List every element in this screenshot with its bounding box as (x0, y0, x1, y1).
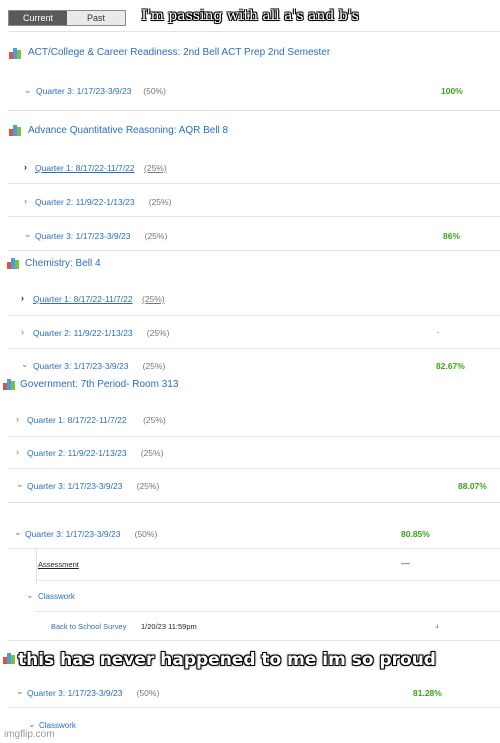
course-blocks-icon (9, 125, 21, 136)
tab-current[interactable]: Current (9, 11, 67, 25)
chevron-right-icon[interactable]: › (24, 162, 27, 172)
grading-period-row[interactable]: Quarter 1: 8/17/22-11/7/22 (25%) (33, 294, 165, 304)
divider (8, 707, 500, 708)
period-grade: 100% (441, 86, 463, 96)
grading-period-row[interactable]: Quarter 3: 1/17/23-3/9/23 (25%) (35, 231, 168, 241)
period-grade: . (437, 326, 440, 335)
chevron-down-icon[interactable]: ⌄ (16, 686, 24, 696)
divider (8, 502, 500, 503)
divider (8, 468, 500, 469)
chevron-down-icon[interactable]: ⌄ (24, 85, 32, 95)
divider (8, 548, 500, 549)
divider (8, 640, 500, 641)
grading-period-row[interactable]: Quarter 3: 1/17/23-3/9/23 (50%) (25, 529, 158, 539)
course-title[interactable]: Chemistry: Bell 4 (25, 258, 101, 269)
period-grade: 80.85% (401, 529, 430, 539)
course-blocks-icon (3, 379, 15, 390)
divider (8, 436, 500, 437)
course-title[interactable]: ACT/College & Career Readiness: 2nd Bell… (28, 47, 331, 58)
assignment-link[interactable]: Back to School Survey (51, 622, 127, 631)
course-blocks-icon (3, 653, 15, 664)
chevron-right-icon[interactable]: › (24, 196, 27, 206)
grading-period-row[interactable]: Quarter 3: 1/17/23-3/9/23 (25%) (27, 481, 160, 491)
indent-line (36, 548, 37, 584)
divider (8, 315, 500, 316)
chevron-down-icon[interactable]: ⌄ (26, 590, 34, 600)
grading-period-row[interactable]: Quarter 3: 1/17/23-3/9/23 (50%) (36, 86, 166, 96)
divider (8, 250, 500, 251)
grading-period-row[interactable]: Quarter 2: 11/9/22-1/13/23 (25%) (33, 328, 170, 338)
category-grade: — (401, 558, 410, 568)
classwork-category[interactable]: Classwork (38, 592, 75, 601)
period-grade: 82.67% (436, 361, 465, 371)
watermark: imgflip.com (4, 729, 55, 740)
divider (36, 580, 500, 581)
assignment-due-date: 1/20/23 11:59pm (141, 622, 197, 631)
divider (8, 183, 500, 184)
chevron-right-icon[interactable]: › (16, 447, 19, 457)
chevron-right-icon[interactable]: › (21, 293, 24, 303)
term-tabs: Current Past (8, 10, 126, 26)
chevron-down-icon[interactable]: ⌄ (28, 719, 36, 729)
meme-caption-bottom: this has never happened to me im so prou… (18, 650, 436, 670)
chevron-right-icon[interactable]: › (16, 414, 19, 424)
chevron-down-icon[interactable]: ⌄ (16, 479, 24, 489)
course-blocks-icon (7, 258, 19, 269)
divider (36, 611, 500, 612)
course-blocks-icon (9, 48, 21, 59)
tab-past[interactable]: Past (67, 11, 125, 25)
classwork-category[interactable]: Classwork (39, 721, 76, 730)
period-grade: 88.07% (458, 481, 487, 491)
chevron-down-icon[interactable]: ⌄ (24, 229, 32, 239)
assessment-category[interactable]: Assessment (38, 560, 79, 569)
period-grade: 86% (443, 231, 461, 241)
chevron-down-icon[interactable]: ⌄ (14, 527, 22, 537)
divider (8, 216, 500, 217)
divider (8, 110, 500, 111)
course-title[interactable]: Advance Quantitative Reasoning: AQR Bell… (28, 125, 229, 136)
grading-period-row[interactable]: Quarter 1: 8/17/22-11/7/22 (25%) (27, 415, 166, 425)
divider (8, 348, 500, 349)
grading-period-row[interactable]: Quarter 2: 11/9/22-1/13/23 (25%) (35, 197, 172, 207)
grading-period-row[interactable]: Quarter 3: 1/17/23-3/9/23 (25%) (33, 361, 166, 371)
assignment-grade-mark: ⌟ (435, 620, 439, 629)
divider (8, 31, 500, 32)
grading-period-row[interactable]: Quarter 1: 8/17/22-11/7/22 (25%) (35, 163, 167, 173)
grading-period-row[interactable]: Quarter 3: 1/17/23-3/9/23 (50%) (27, 688, 160, 698)
period-grade: 81.28% (413, 688, 442, 698)
chevron-down-icon[interactable]: ⌄ (21, 359, 29, 369)
chevron-right-icon[interactable]: › (21, 327, 24, 337)
meme-caption-top: I'm passing with all a's and b's (141, 8, 359, 24)
grading-period-row[interactable]: Quarter 2: 11/9/22-1/13/23 (25%) (27, 448, 164, 458)
course-title[interactable]: Government: 7th Period- Room 313 (20, 379, 179, 390)
